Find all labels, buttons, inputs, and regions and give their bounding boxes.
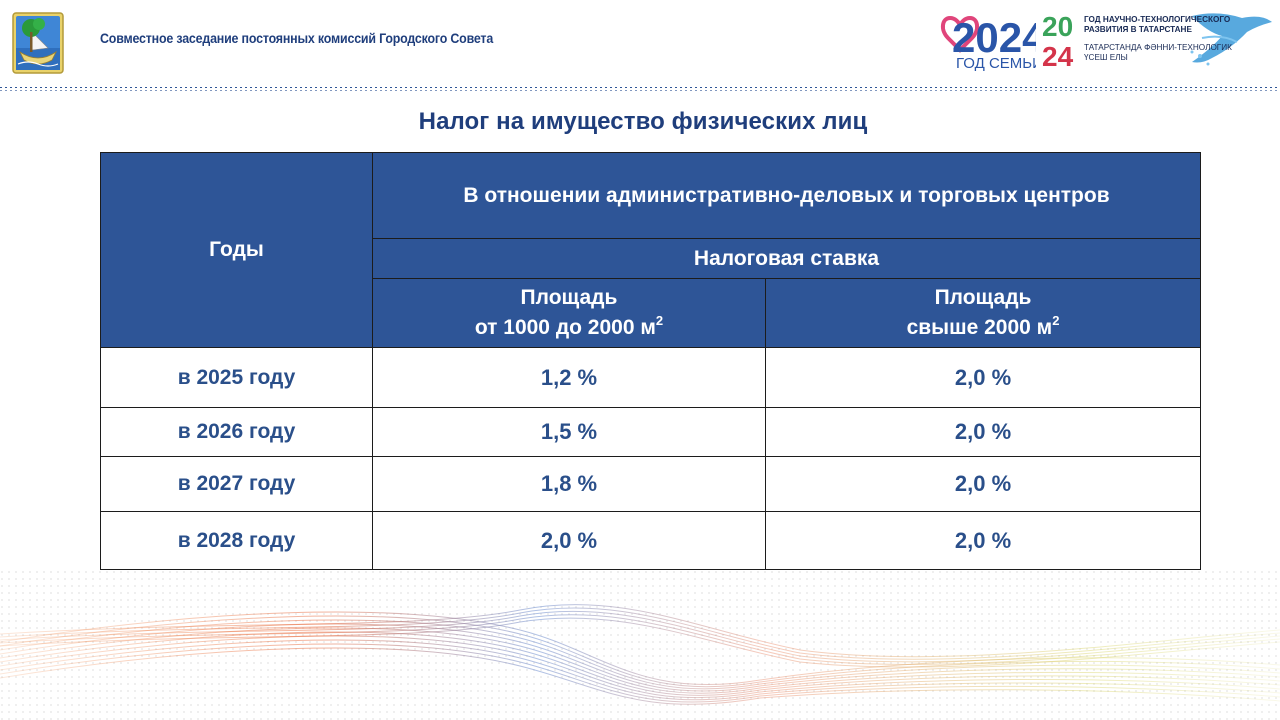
header-area-over-2000: Площадь свыше 2000 м2 — [764, 278, 1202, 348]
table-row: в 2025 году 1,2 % 2,0 % — [100, 347, 1202, 408]
header-tax-rate: Налоговая ставка — [371, 238, 1202, 279]
row-year: в 2027 году — [100, 456, 373, 512]
header-area-a-line2: от 1000 до 2000 м — [474, 316, 656, 339]
year-of-family-logo: 2024 ГОД СЕМЬИ — [941, 14, 1036, 72]
city-coat-of-arms-icon — [12, 12, 64, 74]
decorative-wave-background — [0, 570, 1280, 720]
family-year-text: 2024 — [952, 14, 1036, 61]
family-caption-text: ГОД СЕМЬИ — [956, 55, 1036, 72]
row-rate-a: 1,5 % — [372, 407, 766, 457]
header-area-1000-2000: Площадь от 1000 до 2000 м2 — [372, 278, 766, 348]
header-divider — [0, 87, 1280, 91]
table-row: в 2028 году 2,0 % 2,0 % — [100, 511, 1202, 570]
row-rate-a: 2,0 % — [372, 511, 766, 570]
tech-year-top: 20 — [1042, 11, 1073, 42]
header-group: В отношении административно-деловых и то… — [371, 152, 1202, 239]
row-rate-a: 1,8 % — [372, 456, 766, 512]
header-title: Совместное заседание постоянных комиссий… — [100, 31, 494, 46]
header-area-b-line2: свыше 2000 м — [906, 316, 1053, 339]
year-of-science-logo: 20 24 ГОД НАУЧНО-ТЕХНОЛОГИЧЕСКОГО РАЗВИТ… — [1042, 8, 1274, 70]
row-year: в 2028 году — [100, 511, 373, 570]
table-row: в 2027 году 1,8 % 2,0 % — [100, 456, 1202, 512]
header-area-a-line1: Площадь — [520, 286, 618, 309]
slide-header: Совместное заседание постоянных комиссий… — [0, 0, 1280, 84]
header-years: Годы — [100, 152, 373, 348]
header-area-b-sup: 2 — [1052, 313, 1060, 328]
tech-year-bottom: 24 — [1042, 41, 1074, 70]
row-rate-b: 2,0 % — [764, 456, 1202, 512]
row-rate-b: 2,0 % — [764, 347, 1202, 408]
page-title: Налог на имущество физических лиц — [418, 108, 868, 135]
tech-line-2: РАЗВИТИЯ В ТАТАРСТАНЕ — [1084, 25, 1192, 34]
tech-line-3: ТАТАРСТАНДА ФӘННИ-ТЕХНОЛОГИК — [1084, 43, 1232, 52]
header-area-b-line1: Площадь — [934, 286, 1032, 309]
tech-line-1: ГОД НАУЧНО-ТЕХНОЛОГИЧЕСКОГО — [1084, 15, 1231, 24]
row-year: в 2025 году — [100, 347, 373, 408]
table-row: в 2026 году 1,5 % 2,0 % — [100, 407, 1202, 457]
row-year: в 2026 году — [100, 407, 373, 457]
science-year-emblem-icon: 20 24 — [1042, 11, 1272, 70]
tech-line-4: ҮСЕШ ЕЛЫ — [1084, 53, 1128, 62]
header-area-a-sup: 2 — [655, 313, 664, 328]
tax-rate-table: Годы В отношении административно-деловых… — [100, 152, 1202, 570]
row-rate-b: 2,0 % — [764, 407, 1202, 457]
row-rate-a: 1,2 % — [372, 347, 766, 408]
row-rate-b: 2,0 % — [764, 511, 1202, 570]
